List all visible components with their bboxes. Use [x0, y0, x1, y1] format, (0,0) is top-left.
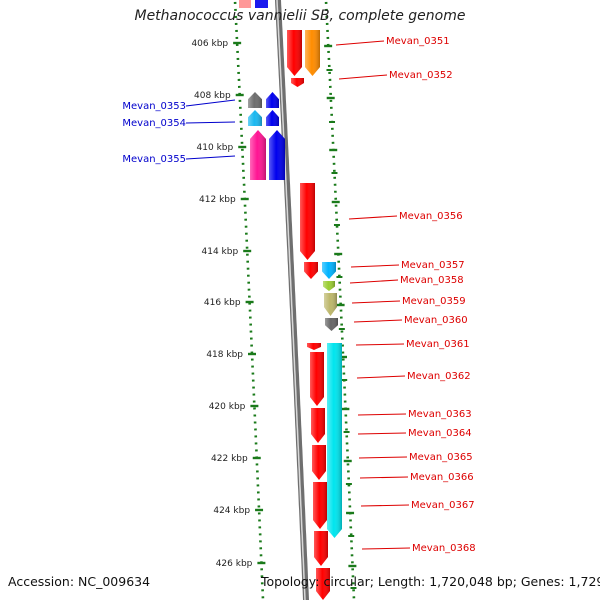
gene-label-mevan-0365: Mevan_0365 — [409, 452, 473, 463]
gene-label-mevan-0352: Mevan_0352 — [389, 70, 453, 81]
ruler-tick-label: 420 kbp — [209, 402, 246, 412]
gene-arrow-shade — [266, 110, 279, 126]
gene-label-mevan-0361: Mevan_0361 — [406, 339, 470, 350]
ruler-tick-label: 426 kbp — [216, 559, 253, 569]
label-leader-lines — [185, 40, 411, 550]
label-leader — [338, 74, 388, 80]
gene-label-mevan-0355: Mevan_0355 — [122, 154, 186, 165]
gene-label-mevan-0356: Mevan_0356 — [399, 211, 463, 222]
gene-arrow-shade — [248, 92, 262, 108]
topology-text: Topology: circular; Length: 1,720,048 bp… — [261, 574, 600, 589]
label-leader — [185, 155, 236, 160]
gene-arrow-shade — [313, 482, 327, 529]
label-leader — [185, 99, 236, 107]
gene-arrow-shade — [248, 110, 262, 126]
gene-label-mevan-0363: Mevan_0363 — [408, 409, 472, 420]
gene-label-mevan-0360: Mevan_0360 — [404, 315, 468, 326]
ruler-tick-label: 424 kbp — [213, 506, 250, 516]
gene-label-mevan-0366: Mevan_0366 — [410, 472, 474, 483]
label-leader — [185, 121, 236, 124]
gene-arrow-shade — [314, 531, 328, 566]
gene-arrow-shade — [311, 408, 325, 443]
ruler-tick-label: 418 kbp — [206, 350, 243, 360]
label-leader — [335, 40, 385, 46]
label-leader — [357, 413, 407, 416]
partial-gene-top — [255, 0, 268, 8]
gene-arrow-shade — [269, 130, 285, 180]
gene-arrow-shade — [250, 130, 266, 180]
gene-arrow-shade — [266, 92, 279, 108]
map-title: Methanococcus vannielii SB, complete gen… — [134, 8, 466, 24]
gene-label-mevan-0367: Mevan_0367 — [411, 500, 475, 511]
gene-label-mevan-0362: Mevan_0362 — [407, 371, 471, 382]
ruler-tick-label: 406 kbp — [191, 39, 228, 49]
accession-text: Accession: NC_009634 — [8, 574, 151, 589]
label-leader — [355, 343, 405, 346]
label-leader — [356, 375, 406, 379]
gene-features — [239, 0, 342, 600]
gene-arrow-shade — [287, 30, 302, 76]
gene-arrow-shade — [310, 352, 324, 406]
partial-gene-top — [239, 0, 251, 8]
label-leader — [361, 547, 411, 550]
ruler-tick-label: 416 kbp — [204, 298, 241, 308]
label-leader — [359, 476, 409, 479]
gene-arrow-shade — [305, 30, 320, 76]
gene-arrow-shade — [307, 343, 321, 350]
label-leader — [350, 264, 400, 268]
ruler-ticks: 406 kbp 408 kbp 410 kbp 412 kbp 414 kbp 416 k… — [191, 39, 357, 589]
label-leader — [357, 432, 407, 435]
backbone-band — [274, 0, 310, 600]
label-leader — [353, 319, 403, 323]
label-leader — [360, 504, 410, 507]
gene-label-mevan-0368: Mevan_0368 — [412, 543, 476, 554]
ruler-tick-label: 408 kbp — [194, 91, 231, 101]
genome-backbone — [274, 0, 310, 600]
label-leader — [358, 456, 408, 459]
gene-arrow-shade — [325, 318, 338, 331]
gene-arrow-shade — [323, 281, 335, 291]
backbone-highlight — [276, 0, 306, 600]
gene-arrow-shade — [312, 445, 326, 480]
gene-arrow-shade — [291, 78, 304, 87]
ruler-tick-label: 412 kbp — [199, 195, 236, 205]
gene-label-mevan-0351: Mevan_0351 — [386, 36, 450, 47]
gene-arrow-shade — [316, 568, 330, 600]
gene-arrow-shade — [327, 343, 342, 538]
gene-arrow-shade — [304, 262, 318, 279]
label-leader — [348, 215, 398, 220]
label-leader — [349, 279, 399, 284]
gene-label-mevan-0353: Mevan_0353 — [122, 101, 186, 112]
ruler-tick-label: 414 kbp — [202, 247, 239, 257]
gene-label-mevan-0357: Mevan_0357 — [401, 260, 465, 271]
gene-arrow-shade — [300, 183, 315, 260]
gene-label-mevan-0364: Mevan_0364 — [408, 428, 472, 439]
gene-arrow-shade — [322, 262, 336, 279]
gene-label-mevan-0358: Mevan_0358 — [400, 275, 464, 286]
ruler-tick-label: 422 kbp — [211, 454, 248, 464]
gene-label-mevan-0354: Mevan_0354 — [122, 118, 186, 129]
gene-labels: Mevan_0351 Mevan_0352 Mevan_0353 Mevan_0354… — [122, 36, 475, 554]
gene-label-mevan-0359: Mevan_0359 — [402, 296, 466, 307]
label-leader — [351, 300, 401, 304]
gene-arrow-shade — [324, 293, 337, 316]
ruler-tick-label: 410 kbp — [197, 143, 234, 153]
